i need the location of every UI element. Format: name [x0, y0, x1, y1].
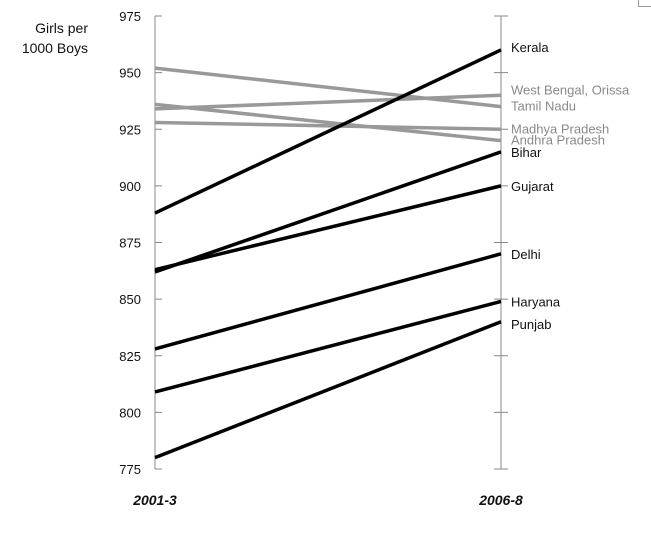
series-label-tamil-nadu: Tamil Nadu [511, 99, 576, 114]
y-tick-label-925: 925 [119, 122, 141, 137]
window-corner-fragment [638, 0, 651, 7]
series-line-punjab [154, 320, 502, 460]
y-tick-label-975: 975 [119, 9, 141, 24]
y-tick-label-850: 850 [119, 292, 141, 307]
series-line-gujarat [154, 184, 502, 272]
series-line-west-bengal-orissa [154, 93, 502, 111]
series-label-delhi: Delhi [511, 247, 541, 262]
x-tick-label-start: 2001-3 [132, 492, 177, 508]
series-label-bihar: Bihar [511, 145, 542, 160]
y-tick-label-775: 775 [119, 462, 141, 477]
series-line-madhya-pradesh [154, 120, 502, 131]
y-tick-label-900: 900 [119, 179, 141, 194]
series-line-haryana [154, 299, 502, 394]
series-label-andhra-pradesh: Andhra Pradesh [511, 133, 605, 148]
y-tick-label-950: 950 [119, 66, 141, 81]
series-line-tamil-nadu [154, 66, 502, 109]
series-line-bihar [154, 150, 502, 274]
series-line-andhra-pradesh [154, 102, 502, 143]
series-label-haryana: Haryana [511, 294, 561, 309]
series-line-delhi [154, 252, 502, 351]
series-line-kerala [154, 48, 502, 215]
y-axis-title-line1: Girls per [35, 20, 88, 36]
y-axis-title: Girls per 1000 Boys [2, 18, 88, 58]
series-label-punjab: Punjab [511, 317, 551, 332]
x-tick-label-end: 2006-8 [478, 492, 523, 508]
y-tick-label-875: 875 [119, 236, 141, 251]
y-axis-title-line2: 1000 Boys [21, 40, 88, 56]
series-label-gujarat: Gujarat [511, 179, 554, 194]
y-tick-label-825: 825 [119, 349, 141, 364]
series-label-west-bengal-orissa: West Bengal, Orissa [511, 82, 630, 97]
series-label-madhya-pradesh: Madhya Pradesh [511, 121, 609, 136]
series-label-kerala: Kerala [511, 40, 549, 55]
y-tick-label-800: 800 [119, 405, 141, 420]
